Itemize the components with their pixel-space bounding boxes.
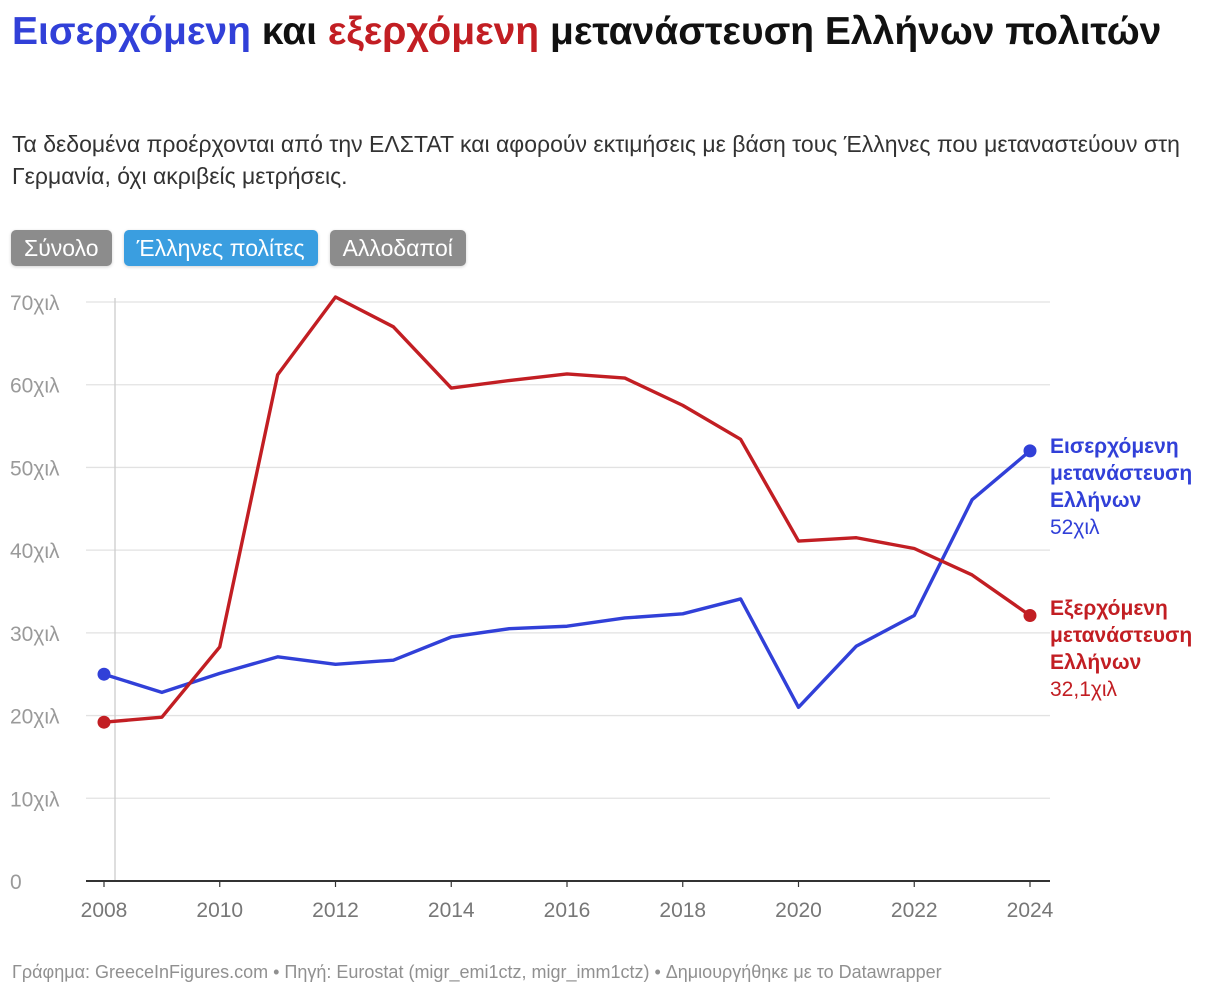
filter-buttons: Σύνολο Έλληνες πολίτες Αλλοδαποί bbox=[11, 230, 466, 266]
series-lines bbox=[97, 295, 1037, 729]
filter-button-foreigners[interactable]: Αλλοδαποί bbox=[329, 230, 466, 266]
series-label-emigration: μετανάστευση bbox=[1050, 624, 1192, 647]
series-label-immigration: Εισερχόμενη bbox=[1050, 435, 1179, 458]
grid-lines bbox=[86, 298, 1050, 881]
x-tick-label: 2018 bbox=[659, 899, 706, 922]
x-tick-label: 2010 bbox=[196, 899, 243, 922]
title-outgoing: εξερχόμενη bbox=[327, 10, 540, 53]
x-tick-label: 2016 bbox=[544, 899, 591, 922]
x-tick-label: 2022 bbox=[891, 899, 938, 922]
y-tick-label: 70χιλ bbox=[10, 292, 60, 315]
filter-button-greek-citizens[interactable]: Έλληνες πολίτες bbox=[123, 230, 318, 266]
chart-title: Εισερχόμενη και εξερχόμενη μετανάστευση … bbox=[12, 8, 1202, 56]
y-tick-label: 10χιλ bbox=[10, 788, 60, 811]
chart-footer: Γράφημα: GreeceInFigures.com • Πηγή: Eur… bbox=[12, 962, 942, 982]
series-label-emigration: Ελλήνων bbox=[1050, 651, 1141, 674]
series-label-immigration: Ελλήνων bbox=[1050, 489, 1141, 512]
y-tick-label: 20χιλ bbox=[10, 706, 60, 729]
series-label-immigration: μετανάστευση bbox=[1050, 462, 1192, 485]
series-start-dot-emigration bbox=[97, 715, 111, 729]
series-value-label-emigration: 32,1χιλ bbox=[1050, 678, 1118, 701]
x-tick-label: 2024 bbox=[1007, 899, 1054, 922]
filter-button-total[interactable]: Σύνολο bbox=[11, 230, 112, 266]
title-incoming: Εισερχόμενη bbox=[12, 10, 251, 53]
y-tick-label: 30χιλ bbox=[10, 623, 60, 646]
x-tick-label: 2020 bbox=[775, 899, 822, 922]
series-start-dot-immigration bbox=[97, 667, 111, 681]
y-tick-label: 40χιλ bbox=[10, 540, 60, 563]
title-and: και bbox=[250, 10, 328, 53]
axes: 0 10χιλ 20χιλ 30χιλ 40χιλ 50χιλ 60χιλ 70χιλ 2008… bbox=[10, 292, 1054, 922]
series-value-label-immigration: 52χιλ bbox=[1050, 516, 1100, 539]
series-label-emigration: Εξερχόμενη bbox=[1050, 597, 1168, 620]
x-tick-label: 2014 bbox=[428, 899, 475, 922]
series-end-dot-emigration bbox=[1023, 608, 1037, 622]
x-tick-label: 2012 bbox=[312, 899, 359, 922]
series-labels: Εισερχόμενη μετανάστευση Ελλήνων 52χιλ Εξερχ… bbox=[1050, 435, 1192, 701]
title-rest: μετανάστευση Ελλήνων πολιτών bbox=[539, 10, 1162, 53]
line-chart: 0 10χιλ 20χιλ 30χιλ 40χιλ 50χιλ 60χιλ 70χιλ 2008… bbox=[10, 292, 1192, 922]
series-line-emigration bbox=[102, 295, 1032, 724]
y-tick-label: 60χιλ bbox=[10, 375, 60, 398]
y-tick-label: 50χιλ bbox=[10, 457, 60, 480]
series-line-immigration bbox=[102, 449, 1032, 709]
chart-subtitle: Τα δεδομένα προέρχονται από την ΕΛΣΤΑΤ κ… bbox=[12, 131, 1180, 189]
series-end-dot-immigration bbox=[1023, 444, 1037, 458]
x-tick-label: 2008 bbox=[81, 899, 128, 922]
y-tick-label: 0 bbox=[10, 871, 22, 894]
